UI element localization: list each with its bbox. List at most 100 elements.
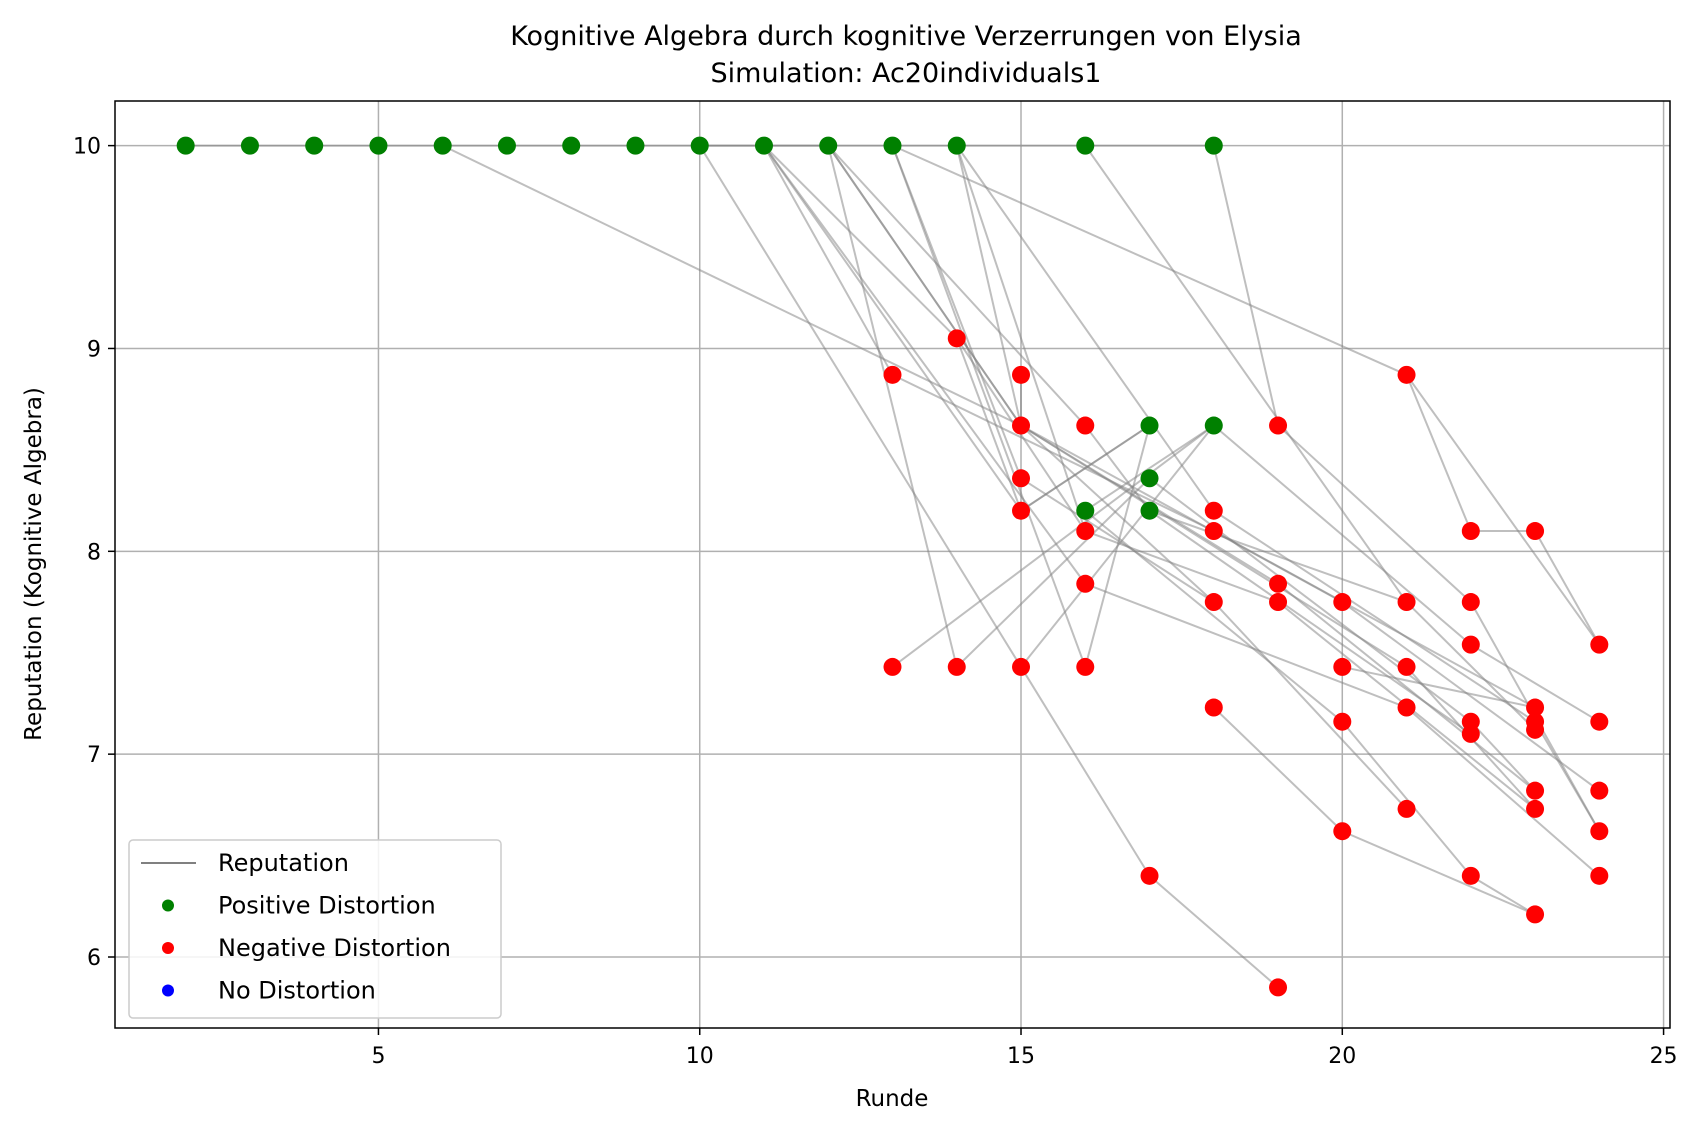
reputation-segment — [1534, 530, 1601, 646]
negative-distortion-point — [883, 657, 902, 676]
negative-distortion-point — [1590, 866, 1609, 885]
reputation-segment — [1405, 706, 1600, 877]
positive-distortion-point — [369, 136, 388, 155]
negative-distortion-point — [1461, 522, 1480, 541]
negative-distortion-point — [1333, 593, 1352, 612]
negative-distortion-point — [1204, 593, 1223, 612]
reputation-segment — [1213, 509, 1536, 723]
reputation-segment — [763, 145, 1087, 585]
reputation-segment — [763, 145, 894, 376]
positive-distortion-point — [176, 136, 195, 155]
positive-distortion-point — [433, 136, 452, 155]
negative-distortion-point — [1526, 698, 1545, 717]
reputation-segment — [1020, 477, 1215, 603]
reputation-segment — [1405, 601, 1536, 731]
reputation-segment — [956, 477, 1151, 668]
negative-distortion-point — [1333, 657, 1352, 676]
reputation-segment — [1020, 424, 1151, 512]
reputation-segment — [1020, 666, 1151, 877]
x-axis-ticks: 5 10 15 20 25 — [371, 1028, 1678, 1069]
reputation-segment — [1470, 643, 1600, 723]
y-tick-label: 8 — [87, 540, 101, 565]
negative-distortion-point — [1590, 822, 1609, 841]
legend-label: Positive Distortion — [218, 892, 436, 920]
negative-distortion-point — [947, 657, 966, 676]
negative-distortion-point — [1526, 720, 1545, 739]
negative-distortion-point — [1076, 416, 1095, 435]
reputation-segment — [1405, 374, 1601, 646]
positive-distortion-point — [819, 136, 838, 155]
reputation-lines — [185, 144, 1601, 989]
reputation-segment — [1470, 721, 1536, 792]
negative-distortion-point — [1204, 698, 1223, 717]
negative-distortion-point — [883, 365, 902, 384]
positive-distortion-point — [562, 136, 581, 155]
negative-distortion-point — [1012, 365, 1031, 384]
negative-distortion-point — [1461, 593, 1480, 612]
negative-distortion-point — [1461, 866, 1480, 885]
negative-distortion-point — [1526, 781, 1545, 800]
positive-distortion-point — [497, 136, 516, 155]
legend-dot-marker — [162, 942, 174, 954]
negative-distortion-point — [1140, 866, 1159, 885]
reputation-segment — [1213, 424, 1472, 646]
reputation-segment — [1342, 665, 1536, 709]
chart-subtitle: Simulation: Ac20individuals1 — [711, 58, 1102, 89]
data-points — [176, 136, 1609, 997]
positive-distortion-point — [1140, 501, 1159, 520]
reputation-segment — [698, 145, 1022, 668]
reputation-segment — [892, 373, 1215, 532]
x-tick-label: 15 — [1007, 1044, 1035, 1069]
reputation-segment — [1148, 875, 1279, 989]
chart-title: Kognitive Algebra durch kognitive Verzer… — [510, 21, 1302, 52]
negative-distortion-point — [1204, 501, 1223, 520]
y-tick-label: 7 — [87, 743, 101, 768]
reputation-segment — [1020, 424, 1215, 603]
legend-dot-marker — [162, 984, 174, 997]
negative-distortion-point — [1526, 905, 1545, 924]
negative-distortion-point — [1269, 574, 1288, 593]
x-tick-label: 20 — [1328, 1044, 1356, 1069]
positive-distortion-point — [1204, 416, 1223, 435]
reputation-segment — [955, 145, 1215, 512]
positive-distortion-point — [754, 136, 773, 155]
reputation-segment — [955, 337, 1087, 532]
negative-distortion-point — [1333, 822, 1352, 841]
reputation-segment — [1084, 582, 1407, 709]
negative-distortion-point — [1012, 657, 1031, 676]
reputation-segment — [1470, 875, 1536, 916]
reputation-segment — [1020, 424, 1408, 668]
reputation-segment — [892, 144, 1407, 376]
positive-distortion-point — [947, 136, 966, 155]
x-axis-label: Runde — [856, 1086, 929, 1112]
negative-distortion-point — [1526, 522, 1545, 541]
negative-distortion-point — [1397, 698, 1416, 717]
negative-distortion-point — [1590, 635, 1609, 654]
reputation-segment — [763, 144, 958, 340]
x-tick-label: 5 — [371, 1044, 385, 1069]
negative-distortion-point — [1076, 657, 1095, 676]
negative-distortion-point — [1397, 657, 1416, 676]
positive-distortion-point — [1140, 469, 1159, 488]
reputation-segment — [955, 337, 1022, 512]
negative-distortion-point — [1526, 799, 1545, 818]
positive-distortion-point — [1076, 501, 1095, 520]
y-axis-label: Reputation (Kognitive Algebra) — [21, 387, 47, 741]
reputation-segment — [1149, 509, 1407, 603]
y-axis-ticks: 6 7 8 9 10 — [73, 135, 115, 971]
negative-distortion-point — [1397, 593, 1416, 612]
negative-distortion-point — [1012, 469, 1031, 488]
reputation-segment — [827, 145, 958, 668]
reputation-segment — [442, 144, 1022, 427]
reputation-segment — [1084, 425, 1151, 668]
reputation-segment — [1341, 721, 1472, 877]
reputation-segment — [891, 145, 1087, 668]
y-tick-label: 6 — [87, 946, 101, 971]
negative-distortion-point — [1204, 522, 1223, 541]
positive-distortion-point — [883, 136, 902, 155]
reputation-segment — [1213, 530, 1536, 709]
negative-distortion-point — [1076, 522, 1095, 541]
negative-distortion-point — [1012, 501, 1031, 520]
negative-distortion-point — [1333, 712, 1352, 731]
